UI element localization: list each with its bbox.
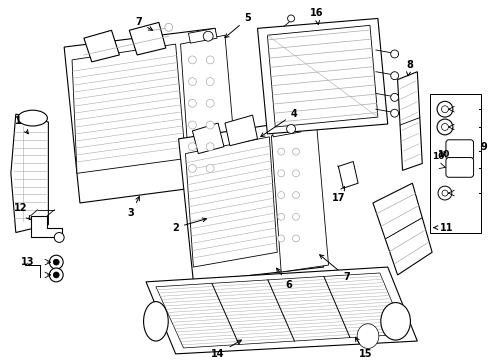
Text: 16: 16 <box>309 8 323 24</box>
Polygon shape <box>192 123 224 154</box>
Text: 10: 10 <box>431 152 444 161</box>
Circle shape <box>292 235 299 242</box>
Circle shape <box>206 78 214 86</box>
Polygon shape <box>372 183 431 275</box>
Polygon shape <box>72 44 185 173</box>
Polygon shape <box>271 121 300 137</box>
Circle shape <box>49 268 63 282</box>
FancyBboxPatch shape <box>445 140 472 159</box>
Circle shape <box>54 233 64 242</box>
Polygon shape <box>224 115 257 146</box>
Polygon shape <box>267 25 377 127</box>
Circle shape <box>277 192 284 198</box>
Circle shape <box>188 99 196 107</box>
Text: 15: 15 <box>355 337 372 359</box>
FancyBboxPatch shape <box>445 158 472 177</box>
Ellipse shape <box>380 302 409 340</box>
Ellipse shape <box>18 110 47 126</box>
Text: 7: 7 <box>136 17 152 30</box>
Circle shape <box>286 125 295 134</box>
Text: 1: 1 <box>15 116 28 134</box>
Polygon shape <box>11 114 48 233</box>
Circle shape <box>188 56 196 64</box>
Text: 8: 8 <box>405 60 412 76</box>
Ellipse shape <box>143 302 168 341</box>
Polygon shape <box>188 28 217 43</box>
Polygon shape <box>178 119 323 282</box>
Circle shape <box>437 186 451 200</box>
Circle shape <box>188 165 196 172</box>
Circle shape <box>441 190 447 196</box>
Text: 10: 10 <box>436 149 448 158</box>
Text: 6: 6 <box>276 268 292 290</box>
Circle shape <box>390 50 398 58</box>
Circle shape <box>49 255 63 269</box>
Text: 14: 14 <box>211 340 241 359</box>
Bar <box>429 94 481 233</box>
Polygon shape <box>146 267 416 354</box>
Circle shape <box>287 15 294 22</box>
Circle shape <box>206 99 214 107</box>
Circle shape <box>206 121 214 129</box>
Text: 17: 17 <box>331 186 345 203</box>
Circle shape <box>390 72 398 80</box>
Circle shape <box>292 148 299 155</box>
Circle shape <box>53 272 59 278</box>
Circle shape <box>390 109 398 117</box>
Text: 9: 9 <box>479 142 486 152</box>
Text: 13: 13 <box>20 257 34 267</box>
Polygon shape <box>338 162 357 188</box>
Circle shape <box>164 23 172 31</box>
Text: 7: 7 <box>319 255 349 282</box>
Circle shape <box>53 259 59 265</box>
Circle shape <box>206 56 214 64</box>
Circle shape <box>292 170 299 177</box>
Circle shape <box>277 235 284 242</box>
Text: 4: 4 <box>260 109 297 137</box>
Ellipse shape <box>356 324 378 348</box>
Polygon shape <box>257 18 387 134</box>
Circle shape <box>203 31 213 41</box>
Polygon shape <box>156 273 405 348</box>
Circle shape <box>277 213 284 220</box>
Polygon shape <box>31 216 62 238</box>
Text: 3: 3 <box>127 197 139 218</box>
Text: 12: 12 <box>14 203 30 220</box>
Circle shape <box>188 78 196 86</box>
Circle shape <box>277 170 284 177</box>
Circle shape <box>441 106 447 113</box>
Circle shape <box>436 119 452 135</box>
Polygon shape <box>64 28 229 203</box>
Polygon shape <box>129 22 165 55</box>
Circle shape <box>292 213 299 220</box>
Circle shape <box>188 143 196 150</box>
Polygon shape <box>185 137 277 267</box>
Polygon shape <box>397 72 422 170</box>
Circle shape <box>436 101 452 117</box>
Polygon shape <box>271 126 328 272</box>
Circle shape <box>206 143 214 150</box>
Circle shape <box>390 94 398 101</box>
Circle shape <box>206 165 214 172</box>
Circle shape <box>277 148 284 155</box>
Text: 2: 2 <box>172 218 206 233</box>
Circle shape <box>441 123 447 130</box>
Polygon shape <box>84 30 119 62</box>
Circle shape <box>292 192 299 198</box>
Circle shape <box>188 121 196 129</box>
Polygon shape <box>180 35 237 188</box>
Text: 5: 5 <box>224 13 250 38</box>
Text: 11: 11 <box>433 222 453 233</box>
